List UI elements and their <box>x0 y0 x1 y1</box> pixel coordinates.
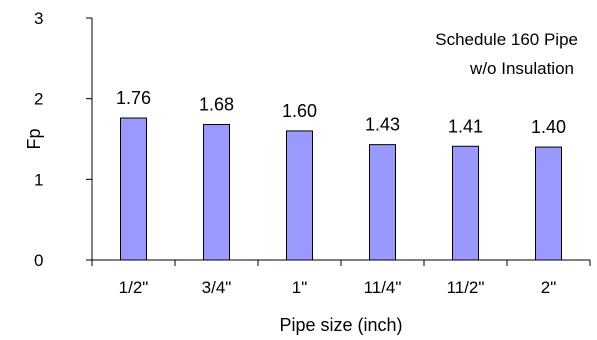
bar <box>203 123 230 261</box>
y-tick-label: 2 <box>34 90 43 109</box>
bar <box>286 130 313 261</box>
bar-data-label: 1.41 <box>448 116 483 136</box>
x-axis-ticks: 1/2" 3/4" 1" 11/4" 11/2" 2" <box>91 260 591 297</box>
plot-area: 0 1 2 3 1.76 1.68 1.60 1.43 1.41 1.40 1/2" 3/4" 1"… <box>34 9 591 297</box>
bar <box>452 145 479 261</box>
y-tick-label: 1 <box>34 170 43 189</box>
x-tick-label: 3/4" <box>202 278 232 297</box>
bar-data-label: 1.68 <box>199 94 234 114</box>
bar <box>535 146 562 261</box>
x-tick-label: 11/4" <box>364 278 402 297</box>
annotation-line-1: Schedule 160 Pipe <box>435 30 578 49</box>
x-axis-label: Pipe size (inch) <box>279 315 402 335</box>
y-axis-ticks: 0 1 2 3 <box>34 9 92 270</box>
bar <box>120 117 147 261</box>
bars: 1.76 1.68 1.60 1.43 1.41 1.40 <box>116 88 566 261</box>
annotation-line-2: w/o Insulation <box>469 59 574 78</box>
x-tick-label: 11/2" <box>447 278 485 297</box>
y-tick-label: 0 <box>34 251 43 270</box>
bar-data-label: 1.76 <box>116 88 151 108</box>
y-tick-label: 3 <box>34 9 43 28</box>
x-tick-label: 1/2" <box>119 278 149 297</box>
bar-data-label: 1.40 <box>531 117 566 137</box>
x-tick-label: 1" <box>292 278 308 297</box>
bar <box>369 144 396 261</box>
x-tick-label: 2" <box>541 278 557 297</box>
bar-data-label: 1.60 <box>282 101 317 121</box>
bar-data-label: 1.43 <box>365 115 400 135</box>
y-axis-label: Fp <box>24 128 44 149</box>
